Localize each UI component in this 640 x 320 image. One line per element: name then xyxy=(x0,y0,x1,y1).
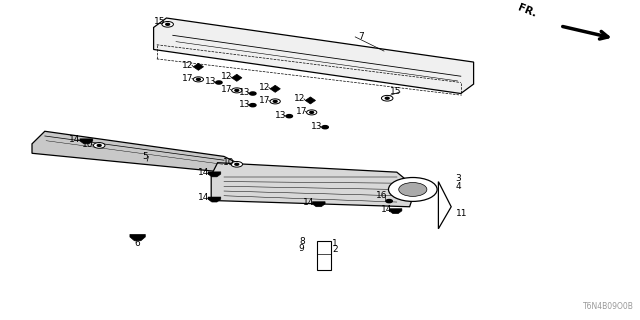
Text: 17: 17 xyxy=(259,96,271,105)
Circle shape xyxy=(93,143,105,148)
Text: 16: 16 xyxy=(376,191,388,200)
Polygon shape xyxy=(389,209,402,214)
Circle shape xyxy=(273,100,277,102)
Polygon shape xyxy=(130,235,145,241)
Circle shape xyxy=(166,23,170,25)
Text: 5: 5 xyxy=(142,152,148,161)
Polygon shape xyxy=(438,181,451,229)
Text: 14: 14 xyxy=(303,198,314,207)
Text: 13: 13 xyxy=(205,77,216,86)
Polygon shape xyxy=(211,163,416,207)
Circle shape xyxy=(399,182,427,196)
Text: 12: 12 xyxy=(221,72,232,81)
Circle shape xyxy=(232,88,242,93)
Circle shape xyxy=(388,178,437,201)
Circle shape xyxy=(235,89,239,91)
Polygon shape xyxy=(32,131,237,172)
Polygon shape xyxy=(232,74,242,81)
Text: 17: 17 xyxy=(221,85,232,94)
Polygon shape xyxy=(208,197,221,202)
Circle shape xyxy=(322,126,328,129)
Circle shape xyxy=(286,115,292,118)
Text: 10: 10 xyxy=(82,140,93,149)
Text: 14: 14 xyxy=(198,194,210,203)
Text: 12: 12 xyxy=(259,83,271,92)
Text: 14: 14 xyxy=(69,135,81,144)
Text: FR.: FR. xyxy=(516,3,538,20)
Polygon shape xyxy=(80,139,93,144)
Text: 15: 15 xyxy=(390,87,402,96)
Polygon shape xyxy=(312,202,325,207)
Circle shape xyxy=(216,81,222,84)
Circle shape xyxy=(386,200,392,203)
Text: 1: 1 xyxy=(332,239,338,248)
Circle shape xyxy=(250,104,256,107)
Text: 13: 13 xyxy=(239,100,250,109)
Text: 11: 11 xyxy=(456,209,467,218)
Text: 4: 4 xyxy=(456,182,461,191)
Text: 10: 10 xyxy=(223,158,234,167)
Text: 12: 12 xyxy=(182,61,194,70)
Text: 15: 15 xyxy=(154,17,165,26)
Text: 9: 9 xyxy=(298,244,304,253)
Text: 3: 3 xyxy=(456,174,461,183)
Circle shape xyxy=(310,111,314,113)
Text: 14: 14 xyxy=(198,168,210,177)
Text: 17: 17 xyxy=(296,107,307,116)
Text: 13: 13 xyxy=(311,122,323,131)
Text: 12: 12 xyxy=(294,94,306,103)
Polygon shape xyxy=(270,85,280,92)
Text: 13: 13 xyxy=(239,88,250,97)
Text: 17: 17 xyxy=(182,74,194,83)
Circle shape xyxy=(270,99,280,104)
Circle shape xyxy=(385,97,389,99)
Circle shape xyxy=(250,92,256,95)
Text: 7: 7 xyxy=(358,32,364,41)
Polygon shape xyxy=(193,63,204,70)
Circle shape xyxy=(231,162,243,167)
Circle shape xyxy=(381,95,393,101)
Circle shape xyxy=(307,110,317,115)
Text: 2: 2 xyxy=(332,245,338,254)
Bar xyxy=(317,241,331,270)
Text: 14: 14 xyxy=(381,205,392,214)
Text: 6: 6 xyxy=(134,239,140,248)
Circle shape xyxy=(196,78,200,80)
Polygon shape xyxy=(208,172,221,177)
Text: 13: 13 xyxy=(275,111,287,120)
Text: T6N4B09O0B: T6N4B09O0B xyxy=(583,302,634,311)
Polygon shape xyxy=(154,18,474,93)
Text: 8: 8 xyxy=(300,237,305,246)
Polygon shape xyxy=(305,97,316,104)
Circle shape xyxy=(97,144,101,146)
Circle shape xyxy=(235,163,239,165)
Circle shape xyxy=(193,77,204,82)
Circle shape xyxy=(162,21,173,27)
